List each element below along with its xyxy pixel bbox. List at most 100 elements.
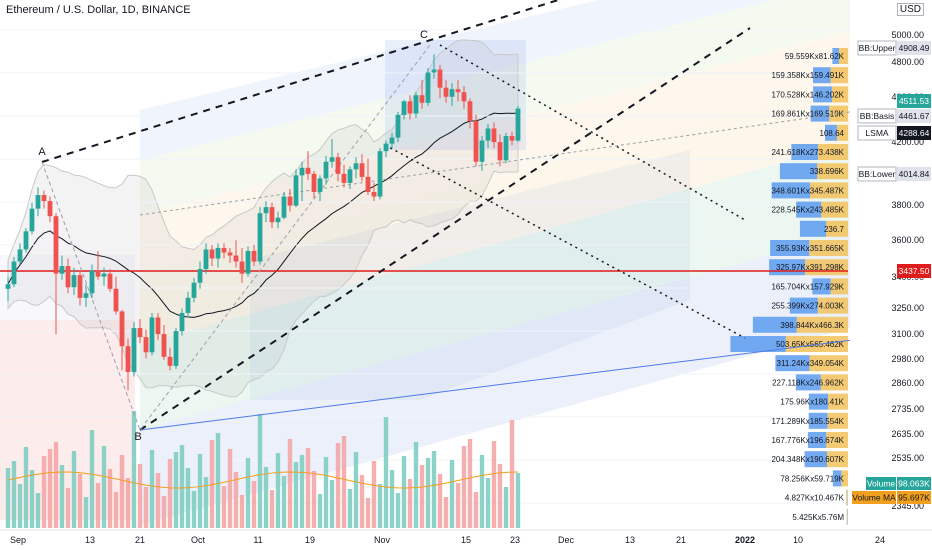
volume-bar xyxy=(449,460,455,528)
candle-body xyxy=(407,101,413,114)
candle-body xyxy=(5,284,11,289)
candle-body xyxy=(239,261,245,274)
price-label-value: 3437.50 xyxy=(899,266,930,276)
candle-body xyxy=(89,270,95,294)
price-label-name-box xyxy=(857,40,897,56)
volume-bar xyxy=(491,441,497,528)
volume-bar xyxy=(215,433,221,528)
vp-bar-sell xyxy=(830,278,848,295)
vp-label: 165.704Kx157.929K xyxy=(771,282,844,291)
candle-body xyxy=(497,142,503,161)
volume-bar xyxy=(101,446,107,528)
candle-body xyxy=(35,195,41,209)
candle-body xyxy=(83,293,89,298)
candle-body xyxy=(41,195,47,202)
volume-bar xyxy=(347,489,353,528)
time-tick: Dec xyxy=(558,535,575,545)
candle-body xyxy=(491,128,497,143)
vp-label: 59.559Kx81.62K xyxy=(785,52,845,61)
vp-bar-sell xyxy=(847,508,848,525)
candle-body xyxy=(455,89,461,93)
volume-value: 98.063K xyxy=(898,479,930,489)
time-tick: Sep xyxy=(10,535,26,545)
time-axis[interactable]: Sep 13 21 Oct 11 19 Nov 15 23 Dec 13 21 2022 10 24 xyxy=(0,529,932,550)
candle-body xyxy=(173,331,179,366)
volume-bar xyxy=(479,455,485,528)
vp-label: 503.65Kx565.462K xyxy=(776,340,845,349)
volume-bar xyxy=(305,448,311,528)
vp-bar-sell xyxy=(841,470,848,487)
time-tick: 24 xyxy=(875,535,885,545)
volume-bar xyxy=(257,414,263,528)
volume-bar xyxy=(41,456,47,528)
candle-body xyxy=(203,249,209,270)
volume-bar xyxy=(485,478,491,528)
candle-body xyxy=(245,250,251,274)
price-label-value: 4461.67 xyxy=(899,111,930,121)
vp-bar-sell xyxy=(785,336,848,352)
volume-bar xyxy=(131,411,137,528)
vp-label: 204.348Kx190.607K xyxy=(771,455,844,464)
volume-bar xyxy=(143,487,149,528)
candle-body xyxy=(137,328,143,338)
vp-label: 325.97Kx391.298K xyxy=(776,263,845,272)
candle-body xyxy=(47,201,53,217)
volume-bar xyxy=(245,458,251,528)
candle-body xyxy=(191,282,197,298)
price-tick: 2345.00 xyxy=(891,501,924,511)
vp-bar-buy xyxy=(771,182,811,199)
bb-basis-line xyxy=(7,112,519,318)
candle-body xyxy=(155,317,161,335)
vp-bar-buy xyxy=(846,489,847,506)
vp-bar-buy xyxy=(789,297,818,314)
price-axis[interactable]: 55000.004800.004600.004200.003800.003600… xyxy=(850,0,932,550)
currency-label[interactable]: USD xyxy=(896,3,924,16)
volume-name: Volume xyxy=(867,479,896,489)
price-tick: 3600.00 xyxy=(891,235,924,245)
candle-body xyxy=(197,269,203,283)
candle-body xyxy=(503,136,509,161)
volume-bar xyxy=(179,445,185,528)
volume-bar xyxy=(407,479,413,528)
candle-body xyxy=(71,275,77,288)
volume-bar xyxy=(515,473,521,528)
price-tick: 2860.00 xyxy=(891,378,924,388)
vp-bar-sell xyxy=(828,393,848,410)
vp-bar-buy xyxy=(799,220,826,237)
dotted-resistance-line xyxy=(439,44,746,221)
volume-bar xyxy=(461,446,467,528)
volume-bar xyxy=(311,471,317,528)
candle-body xyxy=(473,120,479,162)
vp-bar-sell xyxy=(821,201,848,218)
upper-channel-line xyxy=(41,0,562,163)
volume-bar xyxy=(329,480,335,528)
volume-bar xyxy=(365,498,371,528)
volume-bar xyxy=(29,470,35,528)
volume-bar xyxy=(185,468,191,528)
candle-body xyxy=(485,128,491,141)
vp-label: 170.528Kx146.202K xyxy=(771,90,844,99)
price-tick: 5000.00 xyxy=(891,30,924,40)
volume-bar xyxy=(377,484,383,528)
volume-bar xyxy=(113,492,119,528)
time-tick: 15 xyxy=(461,535,471,545)
price-tick: 3800.00 xyxy=(891,200,924,210)
time-tick: 13 xyxy=(625,535,635,545)
vp-label: 4.827Kx10.467K xyxy=(785,494,845,503)
candle-body xyxy=(305,167,311,174)
time-tick: 11 xyxy=(253,535,262,545)
vp-label: 108.64 xyxy=(820,129,845,138)
candle-body xyxy=(65,266,71,288)
price-label-box xyxy=(897,109,931,123)
price-label-name: BB:Basis xyxy=(860,111,895,121)
volume-bars xyxy=(5,411,521,528)
candle-body xyxy=(461,92,467,102)
candle-body xyxy=(377,151,383,197)
volume-bar xyxy=(503,487,509,528)
volume-bar xyxy=(107,469,113,528)
candle-body xyxy=(395,114,401,138)
trend-lines xyxy=(0,0,932,432)
vp-bar-buy xyxy=(796,201,822,218)
candle-body xyxy=(449,89,455,97)
